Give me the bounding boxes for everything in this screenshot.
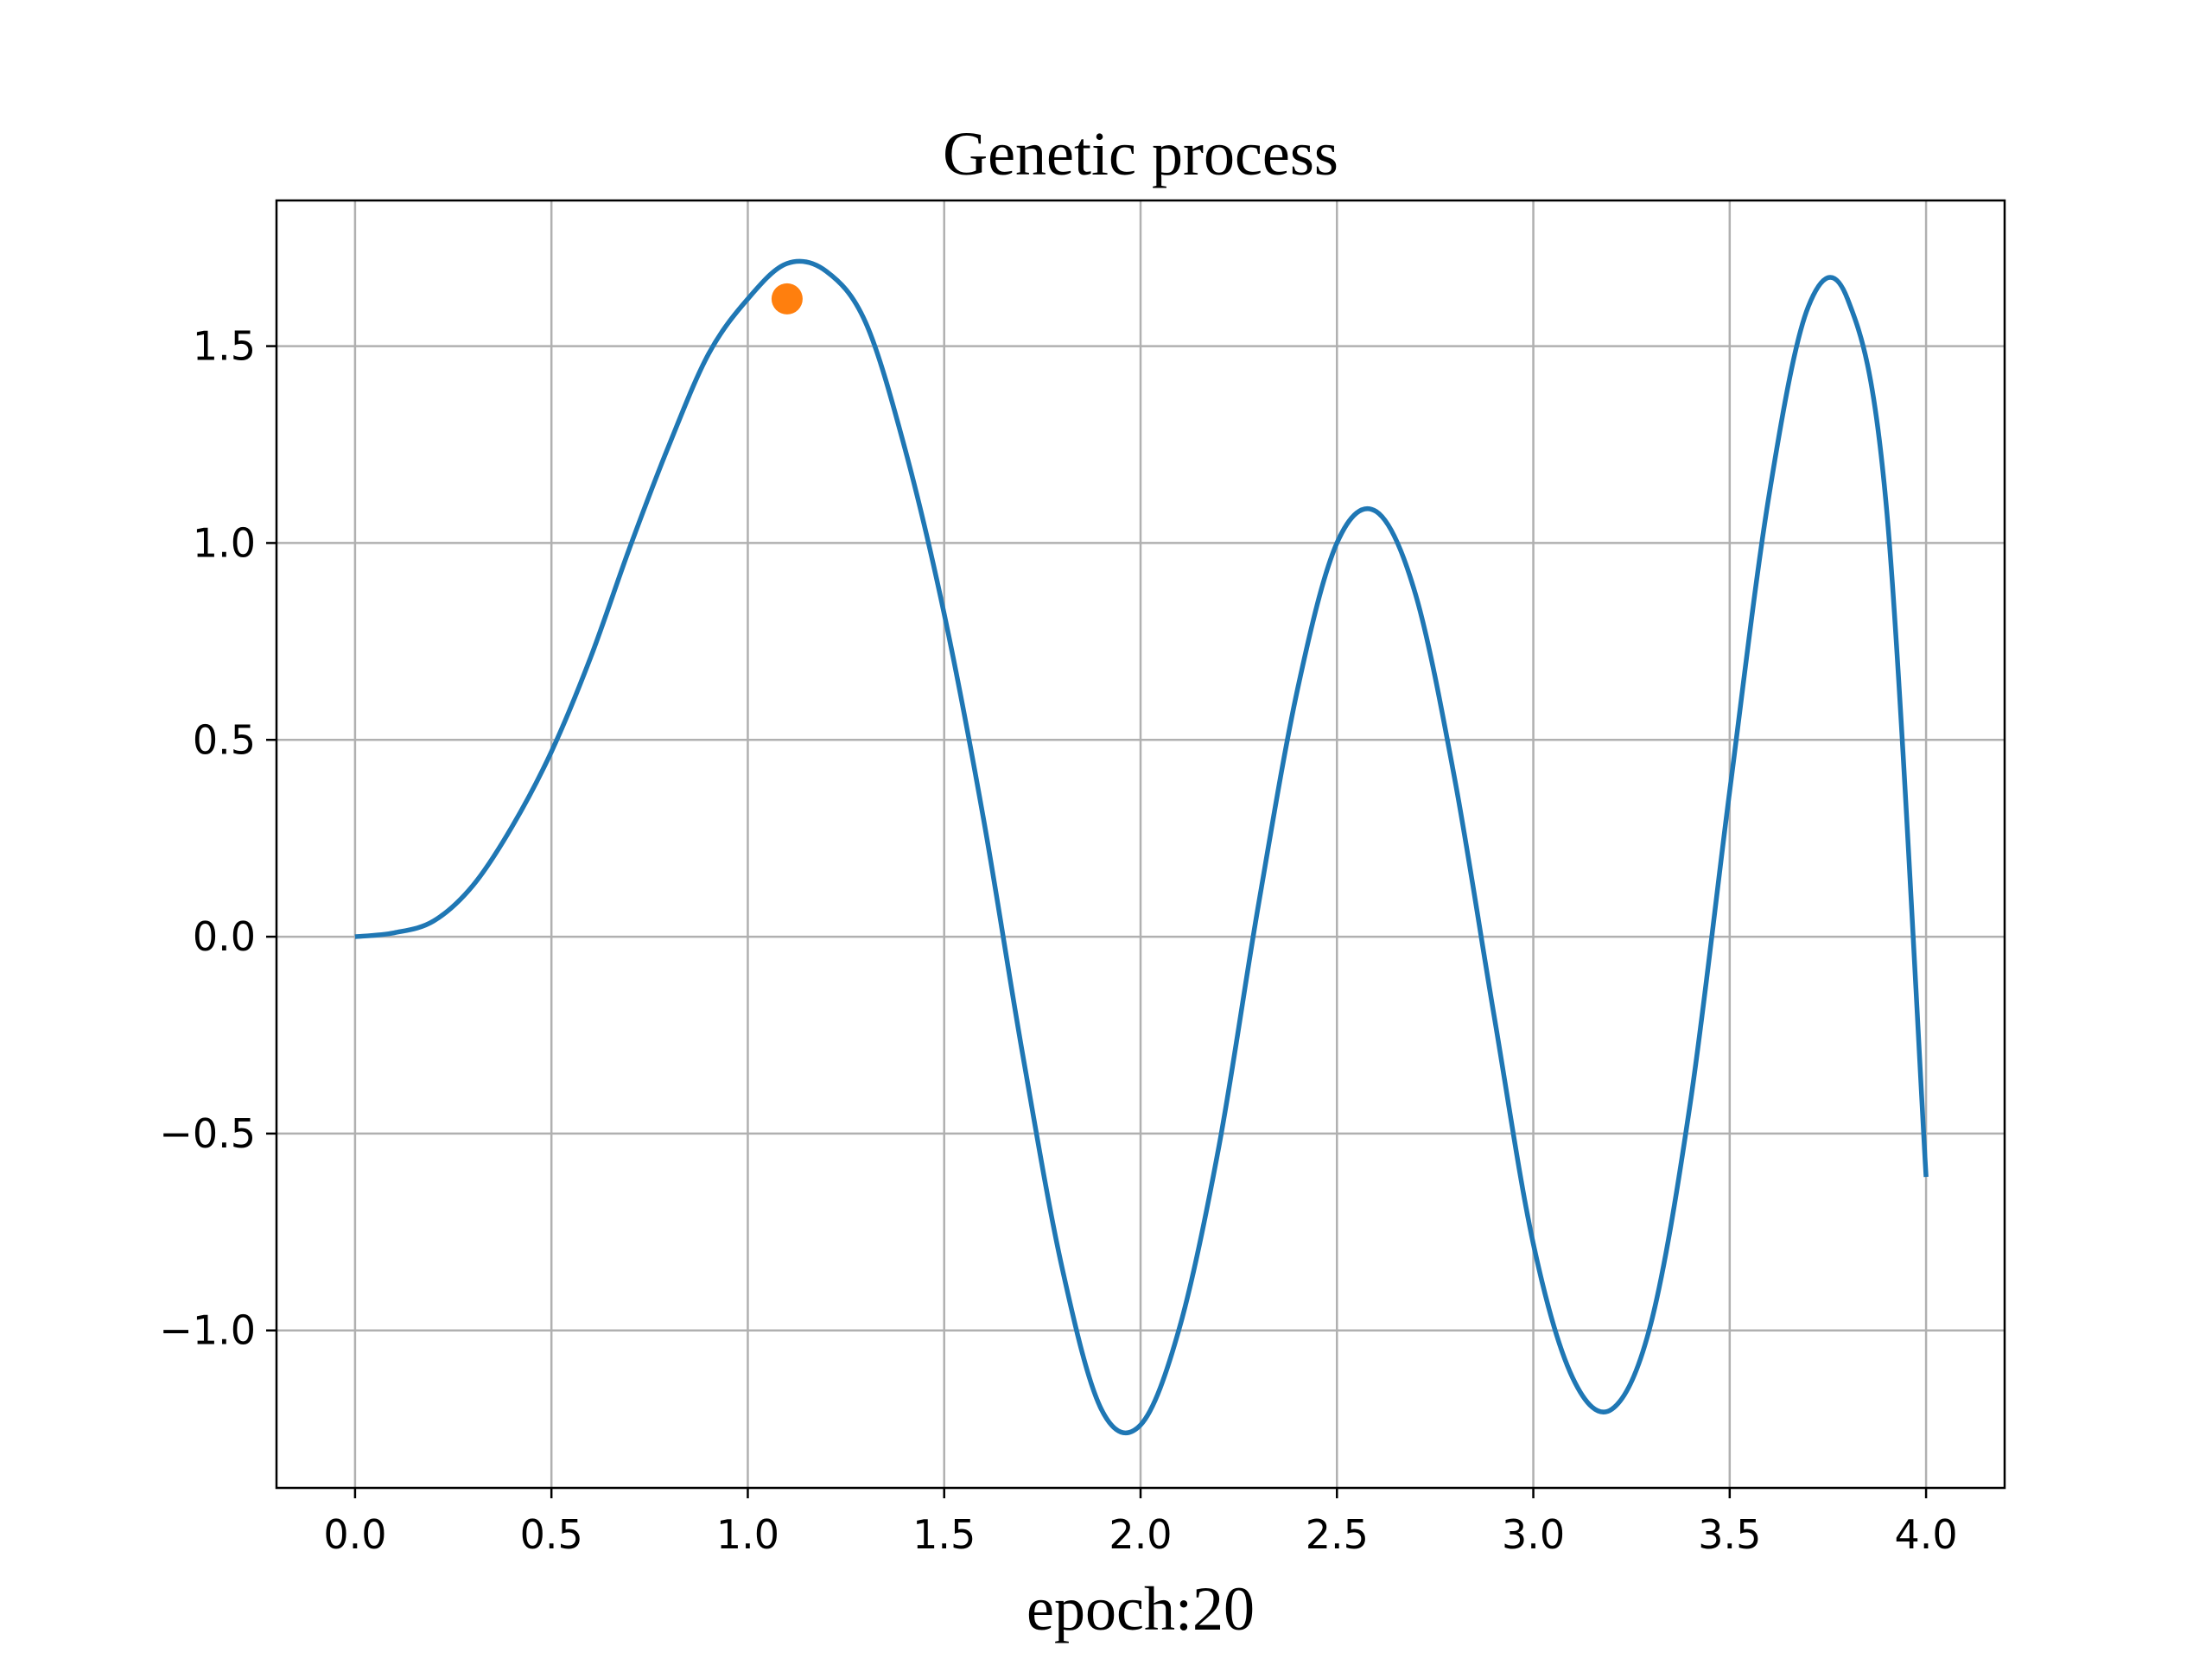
plot-area [354, 258, 1929, 1435]
x-tick-label: 0.0 [323, 1511, 386, 1558]
y-tick-label: 0.5 [193, 716, 256, 763]
y-tick-label: −1.0 [159, 1307, 256, 1354]
y-tick-label: 0.0 [193, 913, 256, 960]
grid [276, 200, 2005, 1488]
series-line [354, 258, 1929, 1435]
y-tick-label: 1.5 [193, 323, 256, 370]
x-tick-label: 2.0 [1109, 1511, 1172, 1558]
x-tick-label: 3.0 [1502, 1511, 1565, 1558]
x-tick-label: 1.5 [912, 1511, 976, 1558]
x-tick-label: 0.5 [520, 1511, 583, 1558]
x-tick-label: 1.0 [716, 1511, 779, 1558]
chart-title: Genetic process [943, 119, 1338, 188]
x-axis-label: epoch:20 [1027, 1574, 1255, 1643]
x-tick-label: 3.5 [1698, 1511, 1761, 1558]
y-tick-label: −0.5 [159, 1110, 256, 1157]
x-tick-label: 4.0 [1895, 1511, 1958, 1558]
best-point-marker [771, 283, 803, 315]
x-tick-label: 2.5 [1306, 1511, 1369, 1558]
ticks: 0.0 0.5 1.0 1.5 2.0 2.5 3.0 3.5 4.0 −1.0 −0.5 0.0 0.… [159, 323, 1957, 1558]
y-tick-label: 1.0 [193, 519, 256, 566]
